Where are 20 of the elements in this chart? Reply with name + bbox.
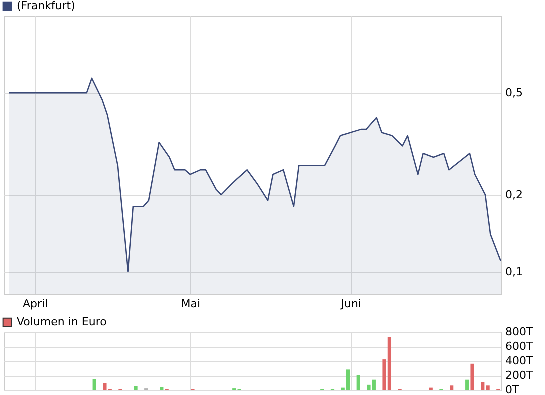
x-tick-label: April [22,298,48,310]
x-tick-label: Juni [340,298,362,310]
y-tick-label: 0,1 [506,265,523,278]
y-tick-label: 200T [506,369,534,382]
y-tick-label: 0T [506,384,520,395]
bar [134,386,138,390]
bar [450,386,454,390]
y-tick-label: 400T [506,354,534,368]
y-tick-label: 0,5 [506,86,523,100]
bar [356,376,360,390]
y-tick-label: 800T [506,326,534,338]
x-tick-label: Mai [181,298,201,310]
bar [92,379,96,390]
y-tick-label: 600T [506,340,534,353]
bar [160,387,164,390]
legend-label: Volumen in Euro [17,316,108,328]
bar [466,380,470,390]
legend-label: (Frankfurt) [17,0,76,12]
y-tick-label: 0,2 [506,188,523,202]
bar [470,364,474,390]
